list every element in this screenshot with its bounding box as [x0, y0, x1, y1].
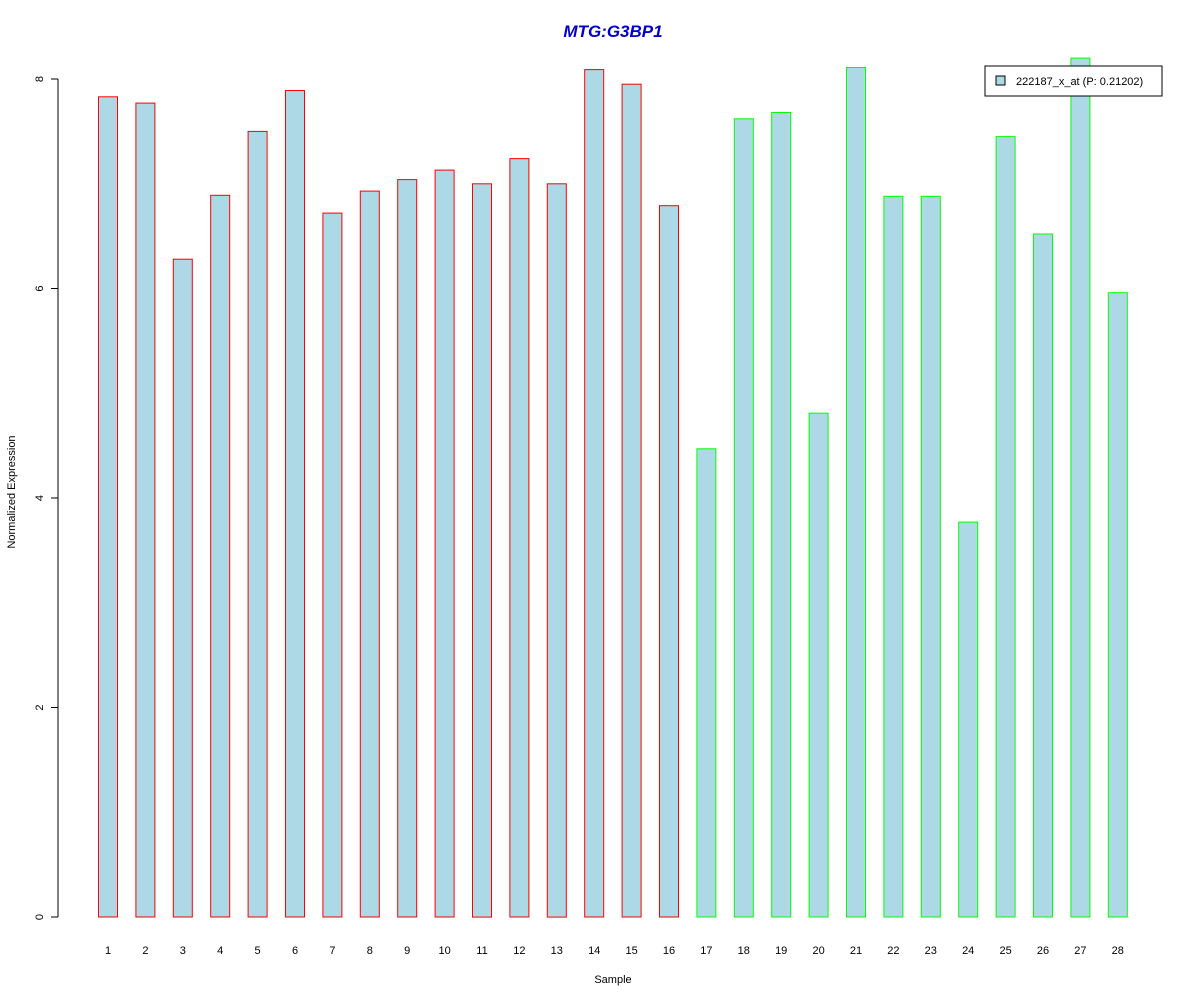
x-tick-label: 15	[625, 945, 637, 957]
bar-sample-24	[958, 521, 979, 918]
y-axis: 0 2 4 6 8	[34, 76, 59, 920]
bar-sample-27	[1070, 57, 1091, 918]
x-tick-label: 6	[292, 945, 298, 957]
legend-box	[984, 65, 1163, 97]
bar-sample-21	[846, 67, 866, 918]
x-tick-label: 20	[812, 945, 824, 957]
x-tick-label: 23	[925, 945, 937, 957]
bar-sample-3	[172, 258, 193, 918]
x-tick-label: 19	[775, 945, 787, 957]
x-tick-label: 4	[217, 945, 223, 957]
bar-sample-6	[285, 90, 305, 918]
y-tick-label: 8	[34, 76, 46, 82]
bar-sample-17	[696, 448, 717, 918]
bar-sample-25	[995, 136, 1016, 918]
bar-sample-8	[359, 190, 380, 918]
y-tick-label: 0	[34, 914, 46, 920]
bar-sample-19	[771, 112, 792, 918]
bar-sample-15	[621, 83, 642, 918]
x-tick-label: 27	[1074, 945, 1086, 957]
bar-sample-12	[509, 158, 530, 918]
x-tick-labels: 1 2 3 4 5 6 7 8 9 10 11 12 13 14 15 16 17 18 19 20 21 22 23 24 2…	[105, 945, 1124, 957]
x-tick-label: 26	[1037, 945, 1049, 957]
x-tick-label: 2	[142, 945, 148, 957]
y-tick-label: 4	[34, 495, 46, 501]
x-tick-label: 9	[404, 945, 410, 957]
bar-sample-9	[397, 179, 418, 918]
x-tick-label: 11	[476, 945, 487, 957]
x-tick-label: 18	[738, 945, 750, 957]
bar-sample-2	[135, 102, 156, 918]
x-axis-label: Sample	[594, 974, 631, 986]
y-axis-label: Normalized Expression	[6, 435, 18, 548]
x-tick-label: 14	[588, 945, 600, 957]
chart-title: MTG:G3BP1	[563, 22, 662, 41]
bar-sample-1	[98, 96, 118, 918]
x-tick-label: 5	[255, 945, 261, 957]
bar-sample-23	[920, 195, 941, 918]
legend-label: 222187_x_at (P: 0.21202)	[1016, 76, 1143, 88]
x-tick-label: 7	[329, 945, 335, 957]
x-tick-label: 8	[367, 945, 373, 957]
bar-sample-14	[584, 69, 605, 918]
legend-swatch	[995, 75, 1006, 86]
bar-sample-16	[659, 205, 679, 918]
y-tick-label: 6	[34, 285, 46, 291]
x-tick-label: 21	[850, 945, 862, 957]
bar-sample-11	[472, 183, 492, 918]
x-tick-label: 24	[962, 945, 974, 957]
bar-sample-5	[247, 130, 268, 918]
bar-sample-10	[434, 169, 455, 918]
bar-sample-26	[1033, 233, 1053, 918]
x-tick-label: 28	[1112, 945, 1124, 957]
bar-sample-13	[546, 183, 567, 918]
x-tick-label: 12	[513, 945, 525, 957]
legend: 222187_x_at (P: 0.21202)	[984, 65, 1163, 97]
x-tick-label: 1	[105, 945, 111, 957]
bar-sample-28	[1107, 292, 1128, 918]
y-tick-label: 2	[34, 704, 46, 710]
x-tick-label: 22	[887, 945, 899, 957]
bar-sample-22	[883, 195, 904, 918]
x-tick-label: 17	[700, 945, 712, 957]
bar-sample-20	[808, 412, 829, 918]
bar-sample-7	[322, 212, 343, 918]
bar-sample-18	[733, 118, 754, 918]
x-tick-label: 10	[438, 945, 450, 957]
x-tick-label: 25	[999, 945, 1011, 957]
x-tick-label: 16	[663, 945, 675, 957]
bar-sample-4	[210, 194, 231, 918]
x-tick-label: 13	[551, 945, 563, 957]
x-tick-label: 3	[180, 945, 186, 957]
bars-group	[98, 57, 1128, 918]
